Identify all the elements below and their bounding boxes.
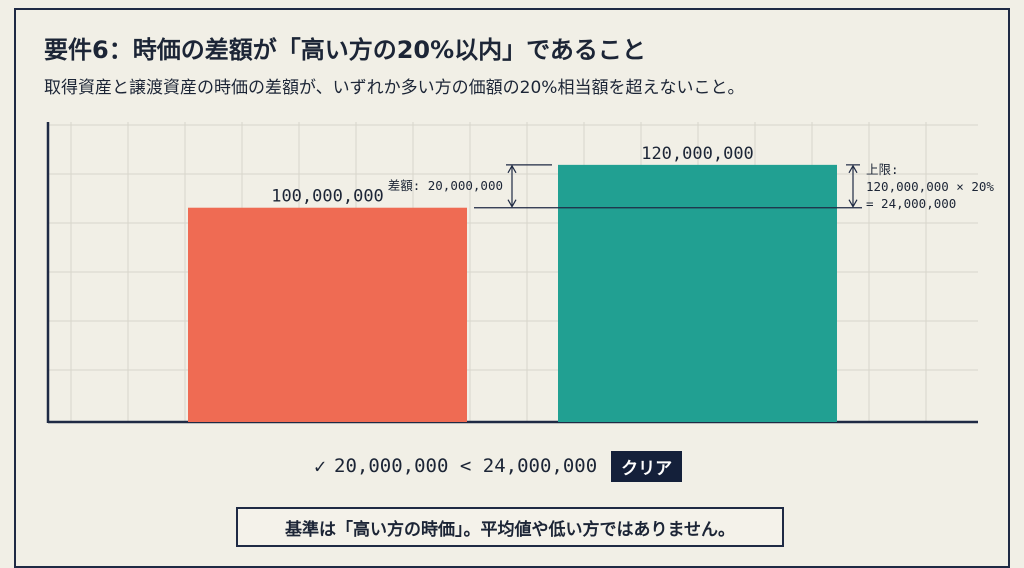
page-title: 要件6：時価の差額が「高い方の20%以内」であること (44, 36, 646, 64)
limit-label-line: 上限: (866, 162, 899, 177)
limit-arrow-head-down (848, 199, 858, 208)
difference-arrow-head-down (507, 199, 517, 208)
check-icon: ✓ (314, 454, 327, 478)
bar-transferred-asset (558, 164, 837, 422)
page-subtitle: 取得資産と譲渡資産の時価の差額が、いずれか多い方の価額の20%相当額を超えないこ… (44, 78, 745, 98)
difference-arrow-head-up (507, 164, 517, 174)
limit-label-line: = 24,000,000 (866, 196, 956, 211)
difference-label: 差額: 20,000,000 (388, 178, 503, 193)
bar-value-label: 120,000,000 (641, 144, 754, 164)
bar-chart: 100,000,000 120,000,000 差額: 20,000,000 上限:… (46, 122, 994, 424)
comparison-text: 20,000,000 < 24,000,000 (334, 455, 598, 477)
limit-label-line: 120,000,000 × 20% (866, 179, 994, 194)
criteria-note: 基準は「高い方の時価」。平均値や低い方ではありません。 (236, 507, 784, 547)
bar-value-label: 100,000,000 (271, 187, 384, 207)
limit-arrow-head-up (848, 164, 858, 174)
clear-badge: クリア (611, 450, 683, 482)
result-line: ✓ 20,000,000 < 24,000,000 クリア (314, 450, 683, 482)
bar-acquired-asset (188, 207, 467, 422)
